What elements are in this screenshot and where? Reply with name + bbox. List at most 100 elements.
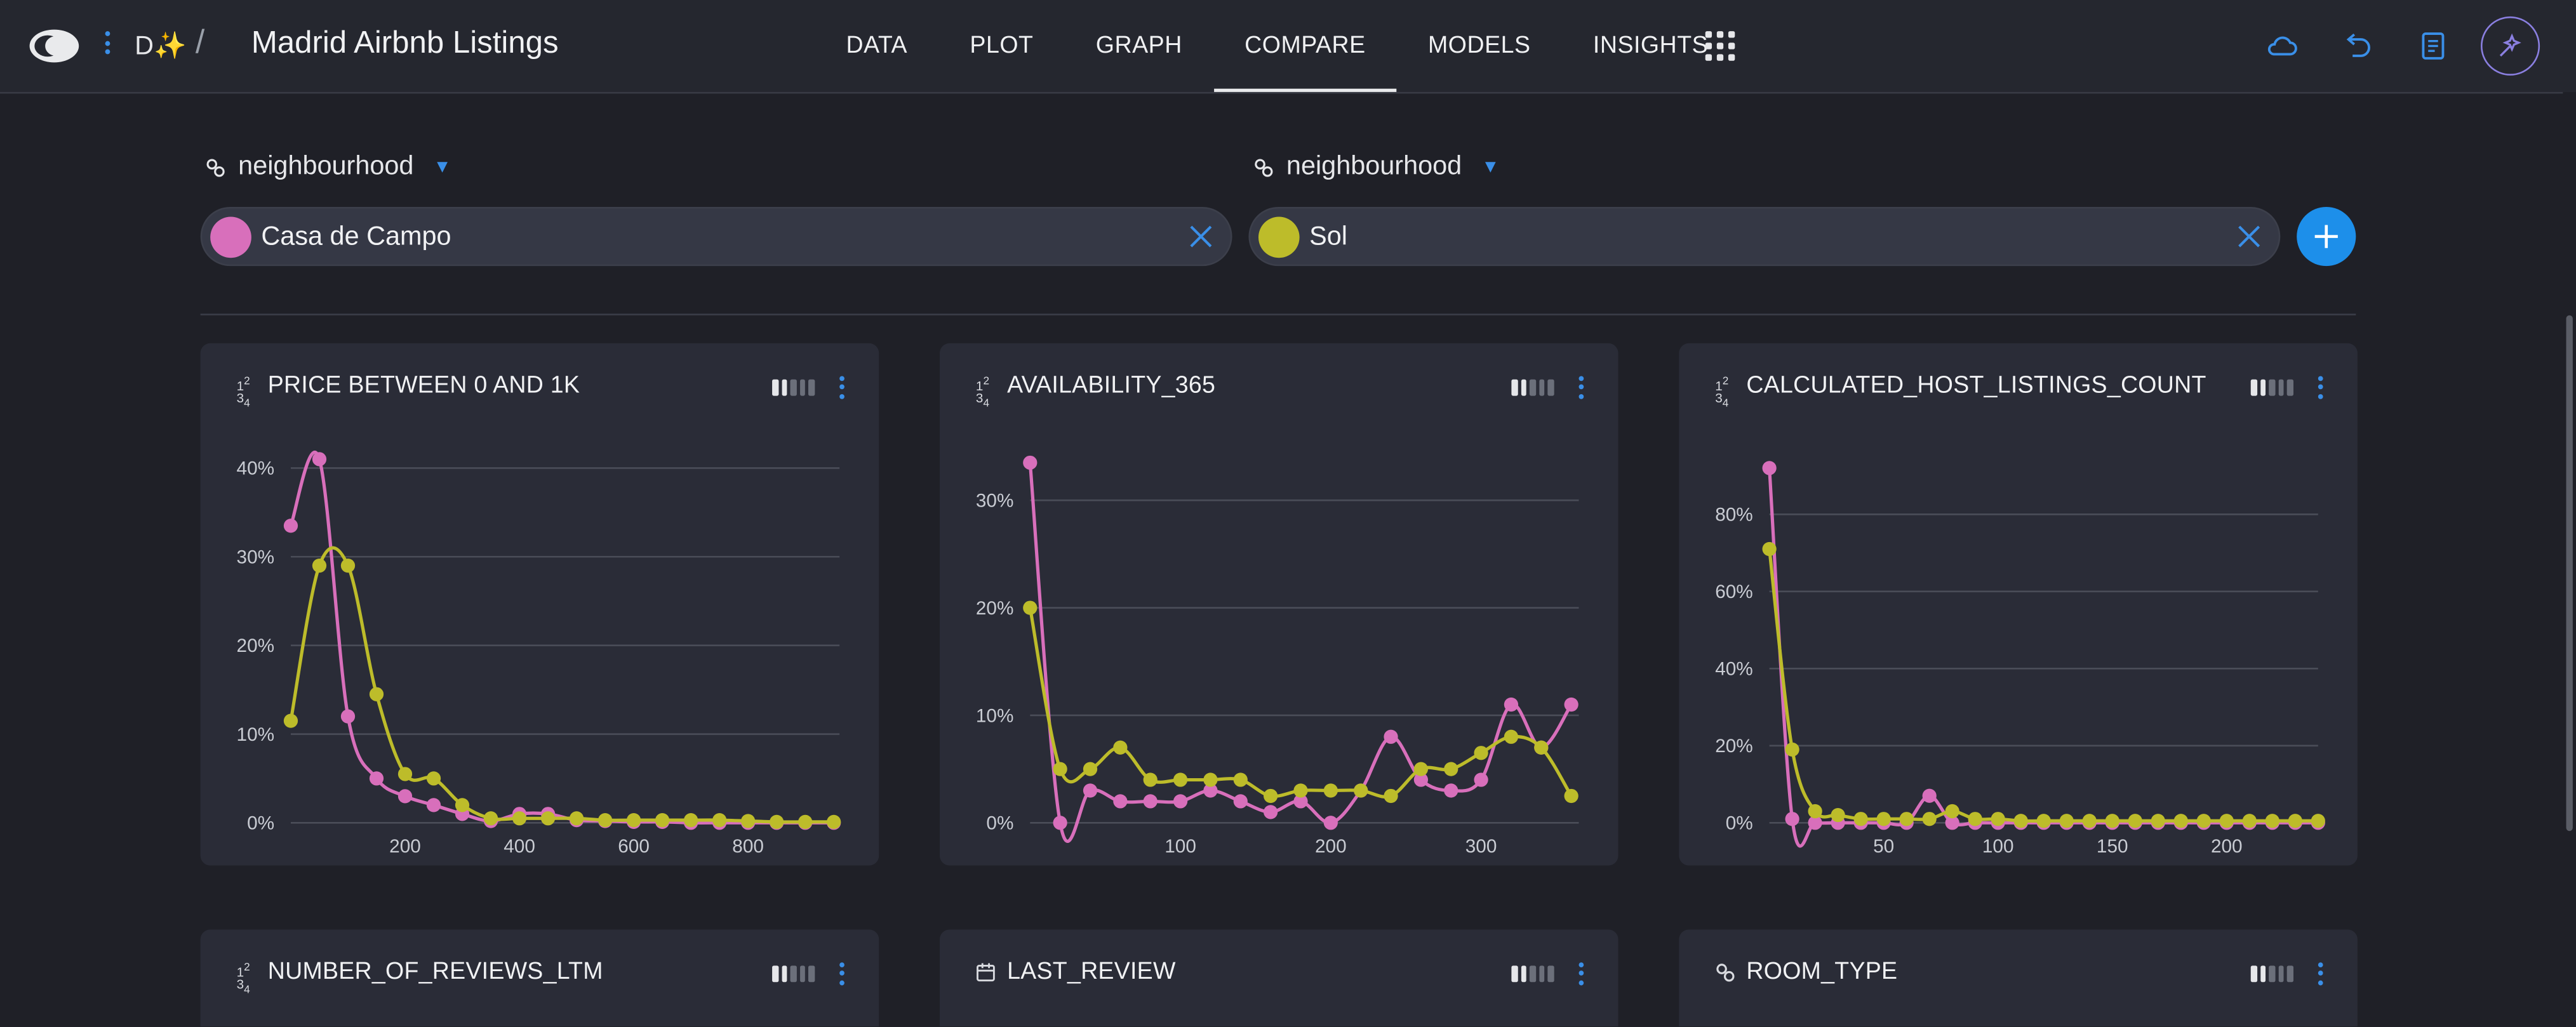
data-point bbox=[1143, 794, 1158, 809]
data-point bbox=[283, 713, 298, 728]
data-point bbox=[1444, 783, 1458, 798]
data-point bbox=[2311, 814, 2325, 828]
left-field-selector[interactable]: neighbourhood ▼ bbox=[205, 153, 451, 183]
data-point bbox=[1762, 461, 1777, 475]
chart-card-room-type: ROOM_TYPE bbox=[1679, 929, 2358, 1027]
data-point bbox=[1384, 788, 1398, 804]
tab-insights[interactable]: INSIGHTS bbox=[1592, 32, 1709, 60]
data-point bbox=[312, 558, 327, 573]
data-point bbox=[2173, 814, 2188, 828]
data-point bbox=[597, 812, 613, 828]
series-line bbox=[1768, 548, 2318, 823]
chart-style-icon[interactable] bbox=[1511, 965, 1557, 983]
card-menu-icon[interactable] bbox=[1577, 376, 1584, 399]
data-point bbox=[2105, 814, 2119, 828]
data-point bbox=[770, 814, 784, 830]
calendar-icon bbox=[977, 963, 995, 982]
data-point bbox=[1853, 812, 1868, 826]
x-tick-label: 150 bbox=[2097, 836, 2128, 857]
y-tick-label: 60% bbox=[1715, 581, 1753, 602]
y-tick-label: 40% bbox=[1715, 659, 1753, 680]
chart-card-price: 12 34 PRICE BETWEEN 0 AND 1K 0% 10% 20% 30% 4… bbox=[200, 343, 879, 866]
right-field-selector[interactable]: neighbourhood ▼ bbox=[1253, 153, 1499, 183]
page-scrollbar[interactable] bbox=[2563, 91, 2576, 1027]
data-point bbox=[1143, 772, 1158, 787]
left-value-pill[interactable]: Casa de Campo bbox=[200, 207, 1232, 267]
card-menu-icon[interactable] bbox=[838, 962, 844, 985]
data-point bbox=[2265, 814, 2279, 828]
notebook-icon[interactable] bbox=[2419, 30, 2452, 63]
chart-style-icon[interactable] bbox=[2250, 965, 2297, 983]
y-tick-label: 30% bbox=[237, 547, 275, 567]
data-point bbox=[1413, 772, 1429, 787]
cloud-icon[interactable] bbox=[2266, 30, 2299, 63]
breadcrumb-separator: / bbox=[195, 24, 205, 61]
page-title[interactable]: Madrid Airbnb Listings bbox=[251, 26, 559, 61]
dataset-icon[interactable]: D✨ bbox=[135, 32, 187, 61]
card-title: NUMBER_OF_REVIEWS_LTM bbox=[267, 959, 603, 986]
data-point bbox=[512, 811, 527, 826]
data-point bbox=[397, 789, 413, 804]
chart-card-reviews-ltm: 12 34 NUMBER_OF_REVIEWS_LTM bbox=[200, 929, 879, 1027]
data-point bbox=[1083, 783, 1098, 798]
card-menu-icon[interactable] bbox=[838, 376, 844, 399]
data-point bbox=[1203, 772, 1218, 787]
data-point bbox=[2196, 814, 2211, 828]
undo-icon[interactable] bbox=[2341, 30, 2374, 63]
right-value-pill[interactable]: Sol bbox=[1248, 207, 2281, 267]
chart-style-icon[interactable] bbox=[2250, 379, 2297, 396]
x-tick-label: 200 bbox=[389, 836, 421, 857]
data-point bbox=[455, 798, 470, 812]
card-title: PRICE BETWEEN 0 AND 1K bbox=[267, 373, 580, 399]
card-menu-icon[interactable] bbox=[2316, 376, 2323, 399]
close-icon[interactable] bbox=[2236, 223, 2262, 249]
data-point bbox=[1053, 816, 1067, 830]
card-menu-icon[interactable] bbox=[2316, 962, 2323, 985]
data-point bbox=[1113, 740, 1128, 755]
chart-style-icon[interactable] bbox=[772, 379, 818, 396]
app-logo-icon[interactable] bbox=[28, 28, 81, 64]
availability-distribution-chart: 0% 10% 20% 30% 100 200 300 bbox=[976, 455, 1579, 857]
ai-assistant-button[interactable] bbox=[2480, 16, 2540, 76]
close-icon[interactable] bbox=[1188, 223, 1214, 249]
data-point bbox=[1504, 697, 1519, 712]
scrollbar-thumb[interactable] bbox=[2566, 315, 2573, 832]
card-title: LAST_REVIEW bbox=[1007, 959, 1176, 986]
left-value-text: Casa de Campo bbox=[261, 223, 451, 251]
chart-style-icon[interactable] bbox=[1511, 379, 1557, 396]
data-point bbox=[2036, 814, 2051, 828]
chart-style-icon[interactable] bbox=[772, 965, 818, 983]
y-tick-label: 40% bbox=[237, 458, 275, 479]
data-point bbox=[1413, 762, 1429, 776]
data-point bbox=[397, 767, 413, 781]
data-point bbox=[1173, 794, 1188, 809]
data-point bbox=[741, 814, 756, 828]
data-point bbox=[1023, 600, 1038, 615]
tab-graph[interactable]: GRAPH bbox=[1095, 32, 1182, 60]
card-menu-icon[interactable] bbox=[1577, 962, 1584, 985]
data-point bbox=[426, 798, 441, 812]
data-point bbox=[1354, 783, 1368, 798]
tab-models[interactable]: MODELS bbox=[1428, 32, 1531, 60]
series-line bbox=[289, 451, 834, 825]
app-menu-icon[interactable] bbox=[102, 31, 112, 61]
x-tick-label: 300 bbox=[1465, 836, 1497, 857]
data-point bbox=[569, 811, 584, 826]
chart-card-availability: 12 34 AVAILABILITY_365 0% 10% 20% 30% 100 200 3… bbox=[939, 343, 1618, 866]
add-comparison-button[interactable] bbox=[2297, 207, 2356, 267]
tab-data[interactable]: DATA bbox=[846, 32, 908, 60]
apps-grid-icon[interactable] bbox=[1705, 31, 1735, 61]
chevron-down-icon: ▼ bbox=[1481, 157, 1500, 178]
data-point bbox=[2059, 814, 2074, 828]
tab-plot[interactable]: PLOT bbox=[970, 32, 1034, 60]
data-point bbox=[1263, 805, 1278, 819]
data-point bbox=[1899, 812, 1914, 826]
series-line bbox=[1768, 468, 2318, 848]
data-point bbox=[1785, 742, 1799, 757]
series-line bbox=[289, 546, 834, 824]
data-point bbox=[626, 812, 641, 828]
left-field-label: neighbourhood bbox=[238, 152, 414, 181]
data-point bbox=[1263, 788, 1278, 804]
tab-compare[interactable]: COMPARE bbox=[1213, 0, 1397, 92]
data-point bbox=[2151, 814, 2165, 828]
